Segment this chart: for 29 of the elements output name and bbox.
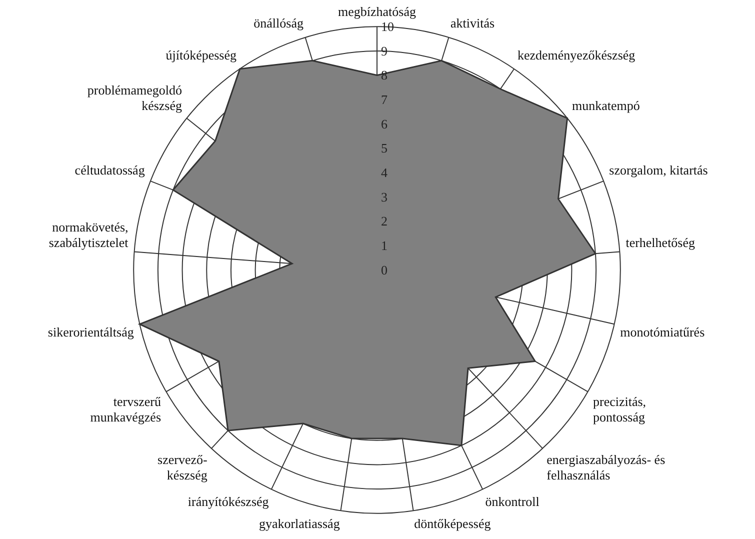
spoke-label: gyakorlatiasság	[258, 516, 340, 531]
spoke-label: irányítókészség	[188, 494, 270, 509]
spoke-label: monotómiatűrés	[620, 324, 705, 340]
spoke-label: önkontroll	[485, 494, 540, 509]
y-tick-label: 2	[381, 214, 388, 229]
spoke-label: precizitás, pontosság	[592, 394, 646, 425]
y-tick-label: 6	[381, 116, 388, 132]
spoke-label: döntőképesség	[414, 516, 492, 531]
spoke-label: tervszerű munkavégzés	[90, 394, 162, 425]
spoke-label: újítóképesség	[166, 48, 238, 63]
spoke-label: szervező- készség	[158, 452, 208, 483]
spoke-label: megbízhatóság	[338, 4, 416, 20]
spoke-label: szorgalom, kitartás	[609, 162, 708, 178]
spoke-label: problémamegoldó készség	[87, 82, 182, 114]
spoke-label: aktivitás	[450, 15, 495, 30]
spoke-label: normakövetés, szabálytisztelet	[48, 219, 129, 250]
y-tick-label: 3	[381, 189, 388, 204]
y-tick-label: 5	[381, 140, 388, 156]
y-tick-label: 0	[381, 262, 388, 278]
spoke-label: sikerorientáltság	[48, 324, 134, 340]
y-tick-label: 7	[381, 92, 388, 108]
spoke-label: céltudatosság	[74, 162, 146, 178]
y-tick-label: 4	[381, 165, 388, 180]
spoke-label: munkatempó	[572, 98, 640, 114]
spoke-label: terhelhetőség	[626, 234, 696, 250]
spoke-label: önállóság	[254, 15, 304, 30]
y-tick-label: 1	[381, 238, 388, 254]
spoke-label: kezdeményezőkészség	[517, 48, 636, 63]
spoke-label: energiaszabályozás- és felhasználás	[546, 452, 666, 483]
